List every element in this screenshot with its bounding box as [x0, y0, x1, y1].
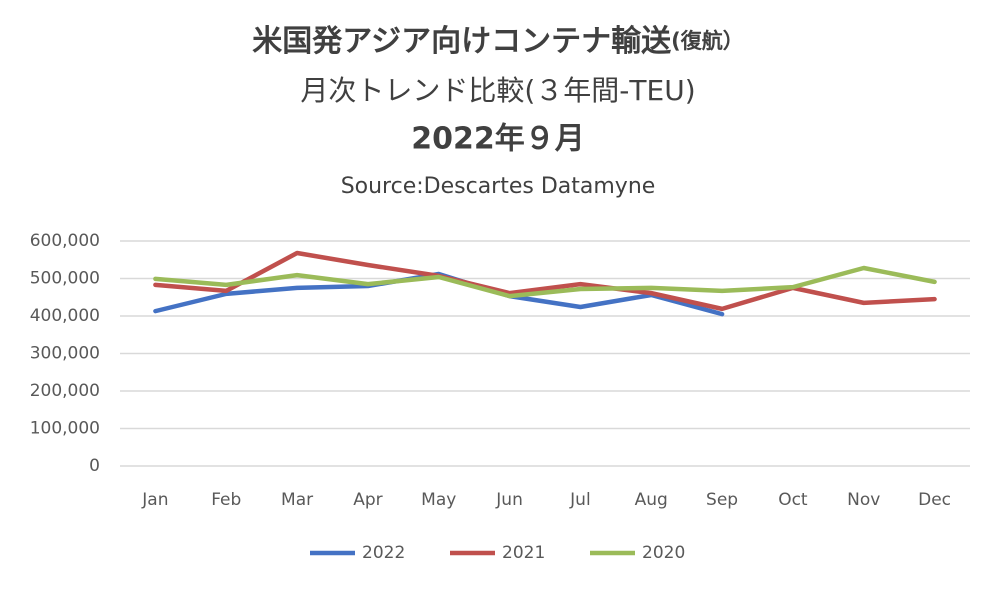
subtitle: Source:Descartes Datamyne [341, 174, 656, 199]
legend-label: 2021 [502, 543, 545, 563]
x-tick-label: Jun [495, 490, 523, 510]
y-tick-label: 0 [89, 456, 100, 476]
x-tick-label: Jul [569, 490, 591, 510]
y-tick-label: 500,000 [30, 269, 100, 289]
x-tick-label: Nov [847, 490, 880, 510]
y-tick-label: 200,000 [30, 381, 100, 401]
y-tick-label: 100,000 [30, 419, 100, 439]
x-tick-label: Sep [706, 490, 738, 510]
x-tick-label: Oct [778, 490, 808, 510]
x-tick-label: Jan [141, 490, 168, 510]
title-line3: 2022年９月 [411, 122, 585, 157]
legend-label: 2022 [362, 543, 405, 563]
series-line [153, 265, 937, 299]
legend-label: 2020 [642, 543, 685, 563]
series-line [153, 250, 937, 312]
y-tick-label: 600,000 [30, 231, 100, 251]
title-main: 米国発アジア向けコンテナ輸送 [252, 24, 671, 59]
x-tick-label: May [421, 490, 456, 510]
x-tick-label: Feb [211, 490, 241, 510]
title-suffix: (復航） [671, 29, 744, 53]
chart-title: 米国発アジア向けコンテナ輸送(復航） [252, 24, 743, 59]
x-tick-label: Dec [918, 490, 951, 510]
y-tick-label: 400,000 [30, 306, 100, 326]
x-tick-label: Apr [353, 490, 382, 510]
x-tick-label: Mar [281, 490, 313, 510]
y-tick-label: 300,000 [30, 344, 100, 364]
x-tick-label: Aug [635, 490, 668, 510]
title-line2: 月次トレンド比較(３年間-TEU) [300, 74, 695, 107]
